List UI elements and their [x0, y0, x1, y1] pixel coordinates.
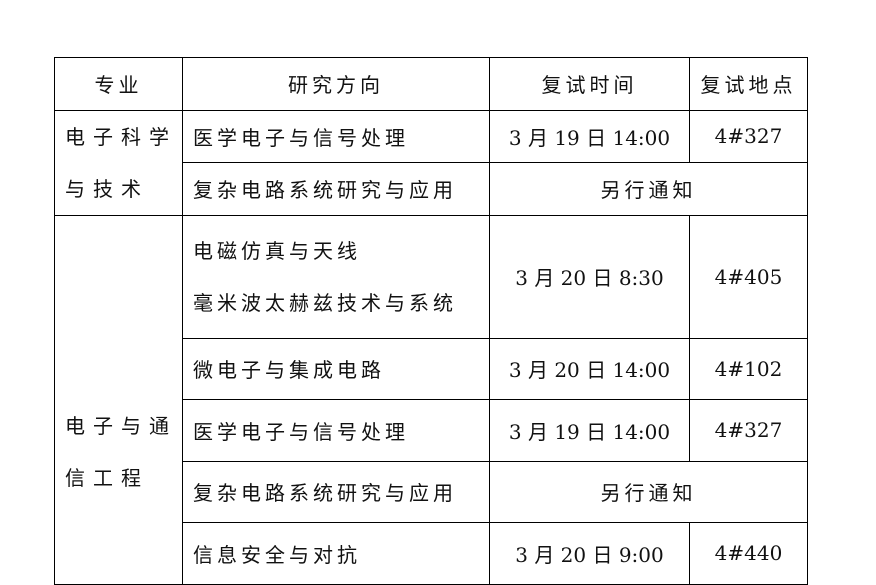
direction-cell: 医学电子与信号处理: [182, 399, 490, 462]
header-major: 专业: [54, 57, 183, 111]
major-name-line: 信工程: [65, 465, 149, 490]
header-row: 专业 研究方向 复试时间 复试地点: [54, 57, 808, 111]
direction-line: 电磁仿真与天线: [193, 238, 361, 263]
major-cell: 电子科学 与技术: [54, 109, 183, 216]
time-cell: 3 月 20 日 14:00: [489, 337, 690, 400]
time-cell: 3 月 20 日 8:30: [489, 214, 690, 339]
place-cell: 4#405: [689, 214, 808, 339]
major-name-line: 电子科学: [65, 124, 177, 149]
direction-line: 毫米波太赫兹技术与系统: [193, 290, 457, 315]
direction-cell: 医学电子与信号处理: [182, 109, 490, 163]
direction-cell: 信息安全与对抗: [182, 522, 490, 585]
place-cell: 4#440: [689, 522, 808, 585]
direction-cell: 电磁仿真与天线 毫米波太赫兹技术与系统: [182, 214, 490, 339]
time-cell: 3 月 19 日 14:00: [489, 109, 690, 163]
place-cell: 4#327: [689, 109, 808, 163]
direction-cell: 复杂电路系统研究与应用: [182, 162, 490, 216]
place-cell: 4#102: [689, 337, 808, 400]
major-name-line: 与技术: [65, 176, 149, 201]
header-time: 复试时间: [489, 57, 690, 111]
time-cell: 3 月 19 日 14:00: [489, 399, 690, 462]
time-cell: 3 月 20 日 9:00: [489, 522, 690, 585]
direction-cell: 复杂电路系统研究与应用: [182, 460, 490, 523]
major-cell: 电子与通 信工程: [54, 214, 183, 585]
direction-cell: 微电子与集成电路: [182, 337, 490, 400]
place-cell: 4#327: [689, 399, 808, 462]
interview-schedule-table: 专业 研究方向 复试时间 复试地点 电子科学 与技术 医学电子与信号处理 3 月…: [54, 57, 808, 585]
table-row: 复杂电路系统研究与应用 另行通知: [55, 162, 808, 216]
table-row: 医学电子与信号处理 3 月 19 日 14:00 4#327: [55, 399, 808, 462]
table-row: 电子科学 与技术 医学电子与信号处理 3 月 19 日 14:00 4#327: [54, 109, 808, 216]
notice-cell: 另行通知: [489, 162, 808, 216]
notice-cell: 另行通知: [489, 460, 808, 523]
table-row: 电子与通 信工程 电磁仿真与天线 毫米波太赫兹技术与系统 3 月 20 日 8:…: [54, 214, 808, 585]
header-place: 复试地点: [689, 57, 808, 111]
header-direction: 研究方向: [182, 57, 490, 111]
major-name-line: 电子与通: [65, 413, 177, 438]
table-row: 复杂电路系统研究与应用 另行通知: [55, 460, 808, 523]
